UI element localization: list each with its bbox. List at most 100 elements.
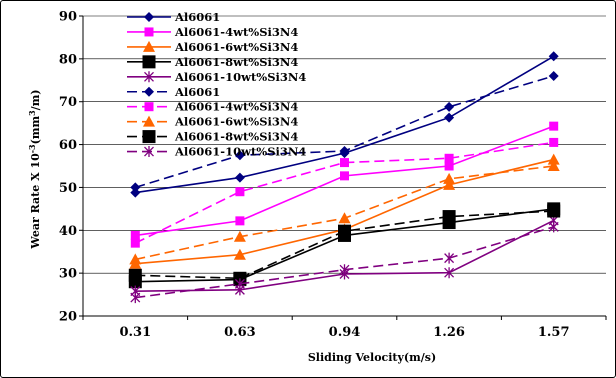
legend-label: Al6061-6wt%Si3N4	[174, 40, 298, 54]
y-axis-title-suffix: /m)	[29, 89, 42, 110]
y-axis-title-exp2: 3	[27, 110, 37, 116]
legend-label: Al6061-4wt%Si3N4	[174, 25, 298, 39]
y-tick-label: 20	[59, 310, 77, 325]
data-point	[444, 252, 455, 264]
y-tick-label: 60	[59, 138, 77, 153]
legend-entry: Al6061-4wt%Si3N4	[127, 100, 298, 114]
legend-entry: Al6061	[127, 85, 220, 99]
legend-marker	[142, 55, 156, 69]
legend-marker	[143, 115, 155, 127]
data-point	[549, 121, 559, 131]
y-tick-labels: 20 30 40 50 60 70 80 90	[59, 10, 77, 325]
series-10	[130, 221, 559, 304]
data-point	[129, 253, 142, 265]
data-point	[234, 150, 245, 161]
legend-entry: Al6061-8wt%Si3N4	[127, 130, 298, 144]
y-tick-label: 40	[59, 224, 77, 239]
data-point	[340, 158, 349, 168]
data-point	[444, 161, 454, 171]
axes	[79, 15, 607, 320]
data-point	[130, 182, 141, 193]
data-point	[235, 187, 245, 197]
x-axis-title: Sliding Velocity(m/s)	[308, 351, 436, 364]
legend-label: Al6061-10wt%Si3N4	[174, 70, 306, 84]
data-point	[128, 268, 142, 282]
series-8	[129, 160, 560, 265]
legend-entry: Al6061-10wt%Si3N4	[127, 70, 306, 84]
y-tick-label: 30	[59, 267, 77, 282]
legend-marker	[144, 86, 154, 97]
x-tick-labels: 0.31 0.63 0.94 1.26 1.57	[119, 325, 569, 340]
data-point	[233, 271, 247, 285]
x-tick-label: 0.63	[224, 325, 256, 340]
data-point	[130, 238, 140, 248]
legend-label: Al6061	[174, 10, 220, 24]
data-point	[547, 204, 561, 218]
series-7	[130, 137, 559, 248]
data-point	[549, 137, 559, 147]
x-tick-label: 1.26	[433, 325, 465, 340]
data-point	[340, 171, 349, 181]
legend-entry: Al6061-8wt%Si3N4	[127, 55, 298, 69]
data-point	[339, 146, 350, 156]
data-point	[442, 210, 456, 224]
data-point	[444, 112, 455, 123]
legend-entry: Al6061-4wt%Si3N4	[127, 25, 298, 39]
legend-marker	[144, 27, 154, 37]
legend-label: Al6061-8wt%Si3N4	[174, 55, 298, 69]
series-9	[128, 204, 561, 285]
data-point	[444, 153, 454, 163]
data-point	[235, 216, 245, 226]
x-tick-label: 0.31	[119, 325, 151, 340]
y-tick-label: 80	[59, 52, 77, 67]
y-tick-label: 70	[59, 95, 77, 110]
data-point	[443, 172, 456, 184]
data-point	[234, 278, 245, 290]
data-point	[130, 230, 140, 240]
data-point	[130, 292, 141, 304]
legend-label: Al6061-8wt%Si3N4	[174, 130, 298, 144]
legend-marker	[142, 130, 156, 144]
data-point	[338, 212, 351, 224]
data-point	[548, 71, 559, 81]
data-point	[548, 221, 559, 233]
data-point	[339, 264, 350, 276]
legend-marker	[144, 71, 154, 83]
y-tick-label: 90	[59, 10, 77, 25]
legend-marker	[144, 102, 154, 112]
data-point	[338, 224, 351, 238]
y-axis-title-prefix: Wear Rate X 10	[29, 153, 42, 250]
data-point	[233, 248, 246, 260]
data-point	[234, 172, 245, 183]
legend-entry: Al6061-6wt%Si3N4	[127, 40, 298, 54]
legend-marker	[143, 40, 155, 52]
legend-label: Al6061-6wt%Si3N4	[174, 115, 298, 129]
legend: Al6061Al6061-4wt%Si3N4Al6061-6wt%Si3N4Al…	[127, 10, 306, 159]
legend-marker	[144, 12, 154, 22]
x-tick-label: 0.94	[329, 325, 361, 340]
legend-entry: Al6061-6wt%Si3N4	[127, 115, 298, 129]
legend-label: Al6061	[174, 85, 220, 99]
data-point	[233, 230, 246, 242]
series-3	[129, 153, 560, 269]
legend-label: Al6061-10wt%Si3N4	[174, 145, 306, 159]
y-axis-title-mid: (mm	[29, 116, 42, 145]
data-point	[444, 267, 455, 279]
legend-entry: Al6061	[127, 10, 220, 24]
data-point	[130, 187, 141, 198]
y-axis-title-exp: -3	[27, 144, 37, 153]
legend-marker	[144, 146, 154, 158]
data-point	[547, 160, 560, 171]
legend-entry: Al6061-10wt%Si3N4	[127, 145, 306, 159]
x-tick-label: 1.57	[538, 325, 570, 340]
y-axis-title: Wear Rate X 10-3(mm3/m)	[27, 89, 42, 249]
data-point	[443, 178, 456, 190]
data-point	[548, 51, 559, 62]
data-point	[444, 101, 455, 112]
y-tick-label: 50	[59, 181, 77, 196]
legend-label: Al6061-4wt%Si3N4	[174, 100, 298, 114]
series-6	[130, 71, 559, 193]
series-group	[128, 51, 561, 304]
data-point	[547, 153, 560, 165]
